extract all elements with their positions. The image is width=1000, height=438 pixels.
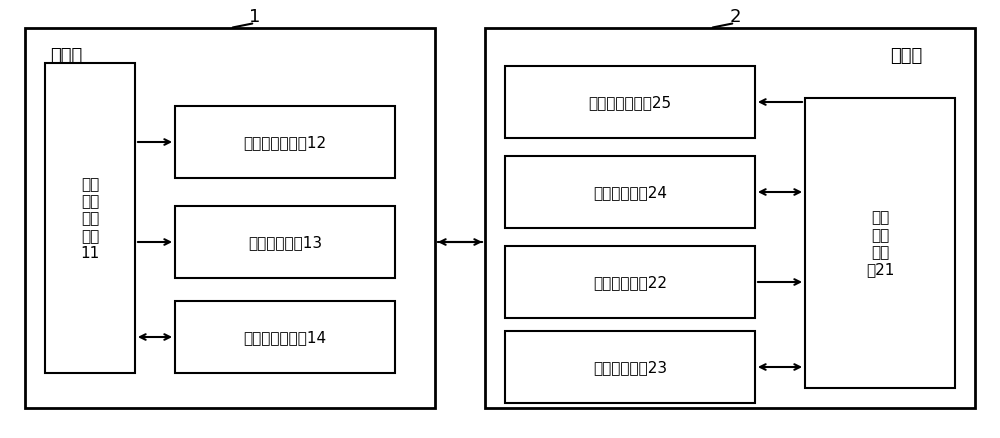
Text: 机器人: 机器人 [890, 47, 922, 65]
Text: 机器
人控
制模
块21: 机器 人控 制模 块21 [866, 210, 894, 277]
Text: 2: 2 [729, 8, 741, 26]
Text: 接收编码模块22: 接收编码模块22 [593, 275, 667, 290]
FancyBboxPatch shape [175, 207, 395, 279]
Text: 发射编码模块13: 发射编码模块13 [248, 235, 322, 250]
Text: 机器人通讯模块25: 机器人通讯模块25 [588, 95, 672, 110]
Text: 红外灯光源模块12: 红外灯光源模块12 [243, 135, 327, 150]
FancyBboxPatch shape [505, 157, 755, 229]
FancyBboxPatch shape [505, 67, 755, 139]
FancyBboxPatch shape [805, 99, 955, 388]
Text: 行走控制模块24: 行走控制模块24 [593, 185, 667, 200]
FancyBboxPatch shape [505, 247, 755, 318]
Text: 充电桩通讯模块14: 充电桩通讯模块14 [243, 330, 327, 345]
FancyBboxPatch shape [25, 29, 435, 408]
Text: 充电
桩处
理器
模块
11: 充电 桩处 理器 模块 11 [80, 177, 100, 261]
Text: 充电桩: 充电桩 [50, 47, 82, 65]
FancyBboxPatch shape [485, 29, 975, 408]
Text: 1: 1 [249, 8, 261, 26]
FancyBboxPatch shape [505, 331, 755, 403]
Text: 图像识别模块23: 图像识别模块23 [593, 360, 667, 374]
FancyBboxPatch shape [175, 107, 395, 179]
FancyBboxPatch shape [45, 64, 135, 373]
FancyBboxPatch shape [175, 301, 395, 373]
